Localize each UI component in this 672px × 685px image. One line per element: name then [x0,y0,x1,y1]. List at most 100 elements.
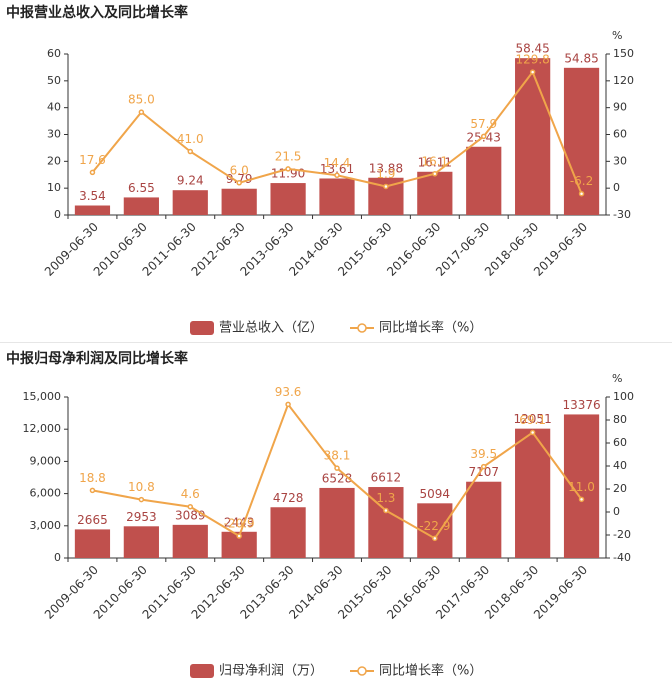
line-point [383,507,389,514]
y2-tick-label: 0 [613,181,620,194]
line-value-label: 69.1 [519,413,546,427]
y2-tick-label: 60 [613,436,627,449]
legend-swatch [357,666,367,676]
y2-tick-label: 30 [613,154,627,167]
line-value-label: 39.5 [470,447,497,461]
line-value-label: 93.6 [275,385,302,399]
y2-tick-label: -40 [613,551,631,564]
y2-tick-label: 40 [613,459,627,472]
y-tick-label: 60 [47,47,61,60]
bar [319,487,355,558]
line-point [89,487,96,494]
bar-value-label: 54.85 [564,51,598,65]
line-point [138,496,145,503]
y-tick-label: 0 [54,208,61,221]
line-value-label: -20.9 [224,517,255,531]
y2-tick-label: 150 [613,47,634,60]
line-point [529,69,536,75]
y2-axis-label: % [612,29,622,42]
bar-value-label: 9.79 [226,172,253,186]
line-point [529,429,536,436]
y2-tick-label: 90 [613,101,627,114]
line-point [383,183,389,190]
bar-value-label: 13.88 [369,161,403,175]
y-tick-label: 40 [47,101,61,114]
line-value-label: 11.0 [568,480,595,494]
line-point [480,463,487,470]
line-value-label: 1.3 [376,491,395,505]
bar-value-label: 4728 [273,491,304,505]
line-value-label: 85.0 [128,93,155,107]
bar-value-label: 5094 [420,487,451,501]
line-point [578,496,585,503]
y-tick-label: 3,000 [30,519,62,532]
bar [270,183,306,215]
line-point [187,148,194,155]
bar-value-label: 58.45 [515,42,549,56]
y-tick-label: 0 [54,551,61,564]
line-point [432,171,438,177]
y2-tick-label: 20 [613,482,627,495]
legend-label: 营业总收入（亿） [219,321,323,336]
bar-value-label: 13.61 [320,162,354,176]
legend-label: 同比增长率（%） [379,663,482,679]
bar [172,524,208,558]
bar-value-label: 2953 [126,510,157,524]
y2-tick-label: 80 [613,413,627,426]
line-value-label: 129.8 [515,53,549,67]
line-value-label: 17.6 [79,153,106,167]
y-tick-label: 9,000 [30,454,62,467]
y-tick-label: 12,000 [23,422,62,435]
bar-value-label: 13376 [562,398,600,412]
y-tick-label: 30 [47,128,61,141]
y2-axis-label: % [612,372,622,385]
bar [172,190,208,215]
legend-label: 归母净利润（万） [219,664,323,679]
chart: 中报营业总收入及同比增长率 0 10 20 30 40 50 60 -30 0 30 60 90 120 1… [6,4,634,336]
y2-tick-label: -30 [613,208,631,221]
chart-title: 中报归母净利润及同比增长率 [6,350,188,367]
legend-label: 同比增长率（%） [379,320,482,336]
y-tick-label: 6,000 [30,487,62,500]
y-tick-label: 15,000 [23,390,62,403]
line-point [334,172,340,179]
line-point [285,166,291,172]
y-tick-label: 20 [47,154,61,167]
line-value-label: 14.4 [324,156,351,170]
bar [466,481,502,558]
line-point [480,133,487,140]
legend-swatch [357,323,367,333]
bar [368,487,404,558]
line-point [138,109,145,115]
line-point [285,401,291,408]
line-value-label: 57.9 [470,117,497,131]
bar [270,507,306,558]
bar [74,529,111,558]
line-point [432,535,438,542]
bar-value-label: 7107 [468,465,499,479]
line-value-label: 1.9 [376,167,395,181]
line-point [334,465,340,471]
bar-value-label: 9.24 [177,174,204,188]
line-point [89,169,96,176]
y2-tick-label: 120 [613,74,634,87]
chart: 中报归母净利润及同比增长率 0 3,000 6,000 9,000 12,000 15,00… [0,342,672,679]
line-value-label: 18.8 [79,471,106,485]
y2-tick-label: 0 [613,505,620,518]
line-point [236,180,242,186]
bar-value-label: 2443 [224,515,255,529]
line-value-label: 6.0 [230,163,249,177]
chart-title: 中报营业总收入及同比增长率 [6,4,188,21]
bar [563,414,600,558]
line-point [187,503,194,510]
bar [74,205,111,215]
y-tick-label: 10 [47,181,61,194]
line-value-label: -22.9 [419,519,450,533]
bar [417,171,453,215]
bar-value-label: 3.54 [79,189,106,203]
bar [563,67,600,215]
bar [319,178,355,215]
bar [515,58,551,216]
